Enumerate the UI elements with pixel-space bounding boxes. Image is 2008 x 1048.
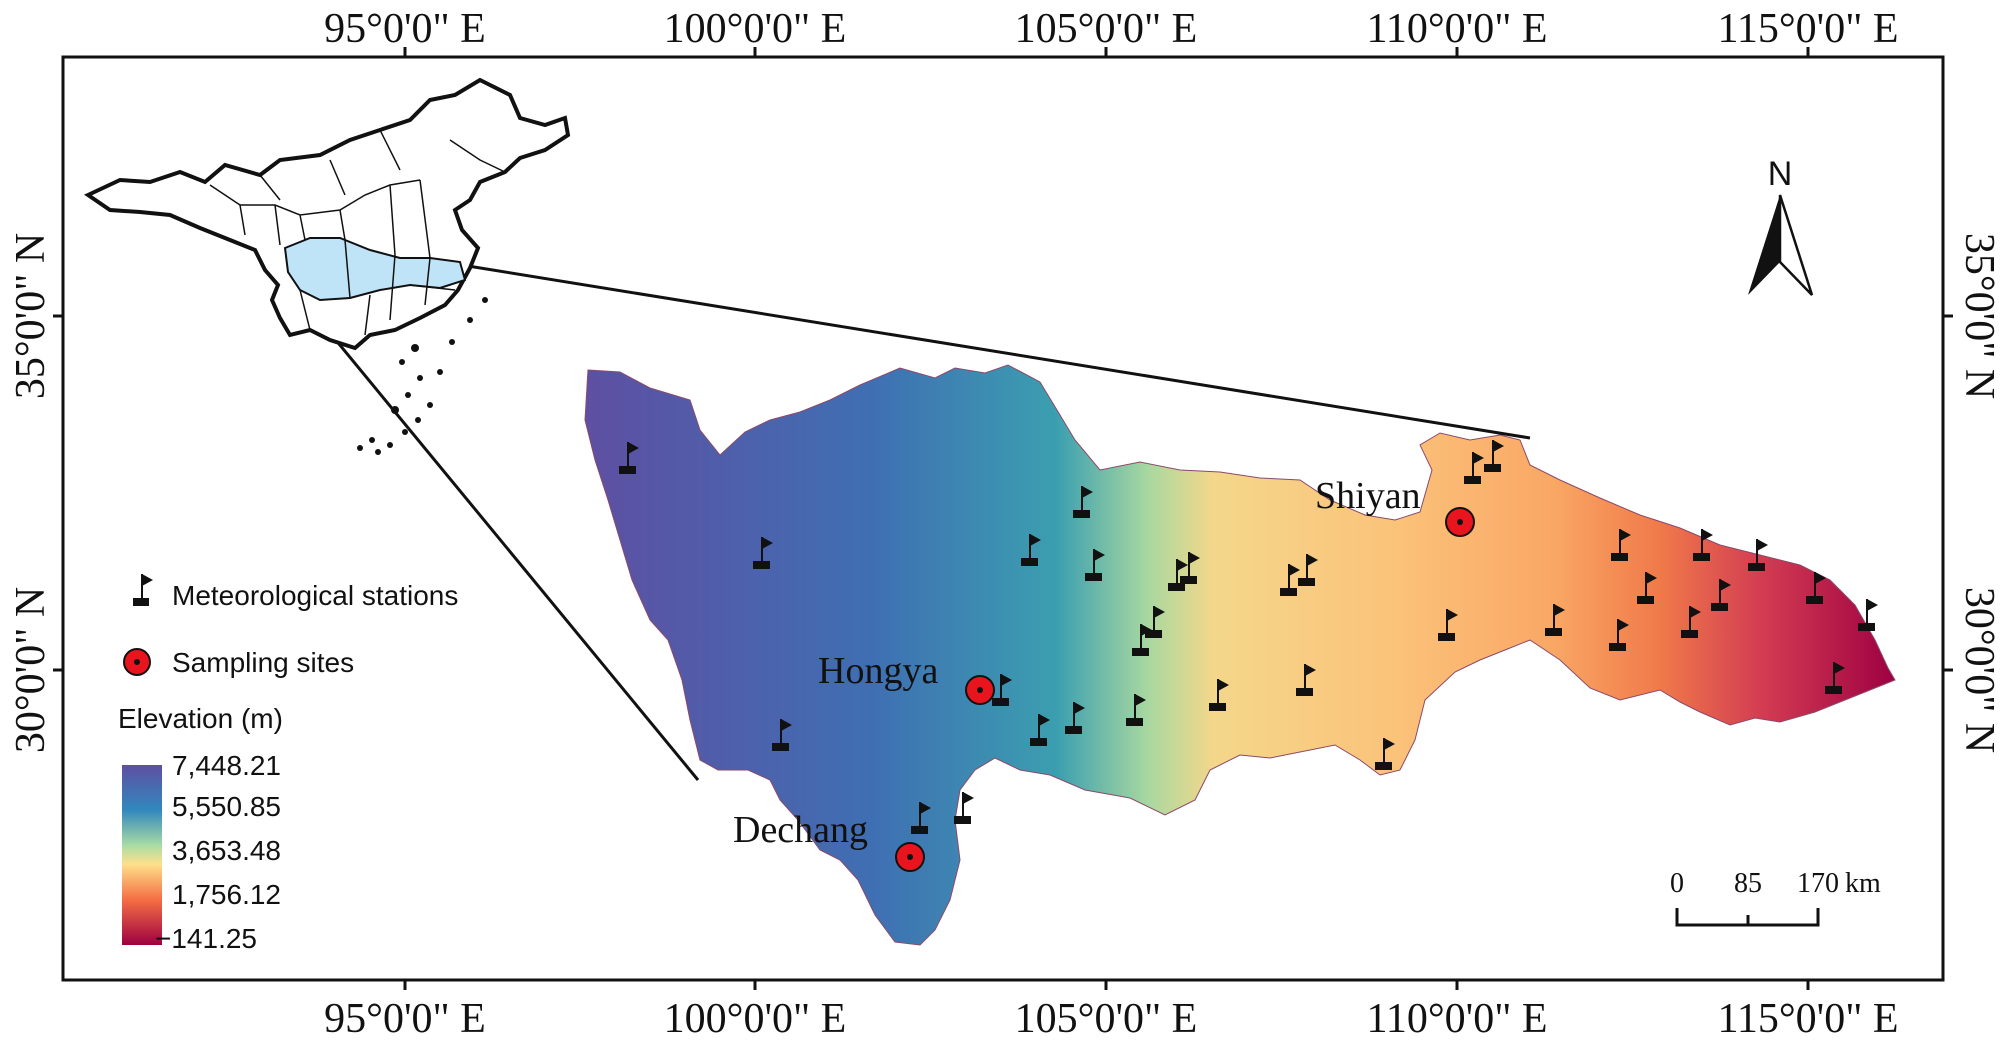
study-area-inset xyxy=(283,237,467,302)
meteorological-station-icon xyxy=(1438,609,1458,641)
study-area-elevation xyxy=(584,364,1896,946)
meteorological-station-icon xyxy=(1611,529,1631,561)
meteorological-station-icon xyxy=(954,792,974,824)
sampling-site-hongya: Hongya xyxy=(818,650,995,705)
left-tick-35n: 35°0'0" N xyxy=(8,233,54,399)
meteorological-station-icon xyxy=(1825,662,1845,694)
meteorological-station-icon xyxy=(1806,572,1826,604)
meteorological-station-icon xyxy=(1858,599,1878,631)
meteorological-station-icon xyxy=(1280,564,1300,596)
top-tick-105e: 105°0'0" E xyxy=(1015,6,1198,52)
china-inset-map xyxy=(83,77,571,455)
north-label: N xyxy=(1768,155,1793,193)
zoom-line-lower xyxy=(286,281,700,781)
scale-bar: 0 85 170 km xyxy=(1670,868,1881,927)
legend-elev-5550: 5,550.85 xyxy=(172,791,281,822)
meteorological-station-icon xyxy=(1748,539,1768,571)
meteorological-station-icon xyxy=(1021,534,1041,566)
scale-bar-line xyxy=(1675,908,1820,927)
meteorological-station-icon xyxy=(1296,664,1316,696)
legend-stations-label: Meteorological stations xyxy=(172,580,458,611)
legend-elevation-ramp xyxy=(122,765,162,945)
legend-sites-label: Sampling sites xyxy=(172,647,354,678)
meteorological-station-icon xyxy=(1298,554,1318,586)
bottom-tick-105e: 105°0'0" E xyxy=(1015,996,1198,1042)
scale-label-85: 85 xyxy=(1734,868,1762,899)
meteorological-station-icon xyxy=(1126,694,1146,726)
north-arrow: N xyxy=(1748,155,1814,296)
legend-elev-3653: 3,653.48 xyxy=(172,835,281,866)
right-tick-35n: 35°0'0" N xyxy=(1956,233,2002,399)
top-tick-110e: 110°0'0" E xyxy=(1366,6,1547,52)
top-tick-100e: 100°0'0" E xyxy=(664,6,847,52)
meteorological-station-icon xyxy=(992,674,1012,706)
meteorological-station-icon xyxy=(1637,572,1657,604)
meteorological-station-icon xyxy=(1545,604,1565,636)
site-marker-center xyxy=(1457,519,1463,525)
legend: Meteorological stations Sampling sites E… xyxy=(118,574,458,954)
zoom-line-upper xyxy=(467,264,1531,440)
legend-elev-1756: 1,756.12 xyxy=(172,879,281,910)
meteorological-station-icon xyxy=(1375,738,1395,770)
province-boundaries xyxy=(209,129,506,336)
meteorological-station-icon xyxy=(1609,619,1629,651)
meteorological-station-icon xyxy=(1073,486,1093,518)
south-china-sea-islands xyxy=(357,297,488,455)
frame-ticks xyxy=(53,47,1953,990)
north-arrow-left-half xyxy=(1748,195,1780,295)
meteorological-station-icon xyxy=(1693,529,1713,561)
site-label-dechang: Dechang xyxy=(733,809,868,851)
site-label-hongya: Hongya xyxy=(818,650,938,692)
north-arrow-right-half xyxy=(1778,194,1814,296)
bottom-tick-95e: 95°0'0" E xyxy=(324,996,486,1042)
bottom-tick-110e: 110°0'0" E xyxy=(1366,996,1547,1042)
site-marker-center xyxy=(907,854,913,860)
meteorological-station-icon xyxy=(1145,606,1165,638)
scale-unit: km xyxy=(1845,868,1881,899)
meteorological-station-icon xyxy=(1711,579,1731,611)
site-label-shiyan: Shiyan xyxy=(1315,475,1421,517)
legend-station-symbol xyxy=(133,574,153,606)
legend-elevation-title: Elevation (m) xyxy=(118,703,283,734)
meteorological-station-icon xyxy=(619,442,639,474)
meteorological-station-icon xyxy=(1464,452,1484,484)
meteorological-station-icon xyxy=(1484,440,1504,472)
legend-elev-7448: 7,448.21 xyxy=(172,750,281,781)
site-marker-center xyxy=(977,687,983,693)
meteorological-station-icon xyxy=(1030,714,1050,746)
meteorological-station-icon xyxy=(1209,679,1229,711)
meteorological-station-icon xyxy=(1681,606,1701,638)
meteorological-station-icon xyxy=(911,802,931,834)
meteorological-station-icon xyxy=(772,719,792,751)
meteorological-stations-layer xyxy=(619,440,1878,834)
scale-label-0: 0 xyxy=(1670,868,1684,899)
top-tick-95e: 95°0'0" E xyxy=(324,6,486,52)
sampling-site-dechang: Dechang xyxy=(733,809,925,872)
meteorological-station-icon xyxy=(1085,549,1105,581)
scale-label-170: 170 xyxy=(1797,868,1839,899)
meteorological-station-icon xyxy=(1065,702,1085,734)
bottom-tick-100e: 100°0'0" E xyxy=(664,996,847,1042)
top-tick-115e: 115°0'0" E xyxy=(1717,6,1898,52)
right-tick-30n: 30°0'0" N xyxy=(1956,587,2002,753)
bottom-tick-115e: 115°0'0" E xyxy=(1717,996,1898,1042)
meteorological-station-icon xyxy=(1180,552,1200,584)
left-tick-30n: 30°0'0" N xyxy=(8,587,54,753)
meteorological-station-icon xyxy=(1168,559,1188,591)
sampling-site-shiyan: Shiyan xyxy=(1315,475,1475,537)
meteorological-station-icon xyxy=(753,537,773,569)
legend-elev-min: −141.25 xyxy=(155,923,257,954)
legend-site-symbol-center xyxy=(134,659,140,665)
